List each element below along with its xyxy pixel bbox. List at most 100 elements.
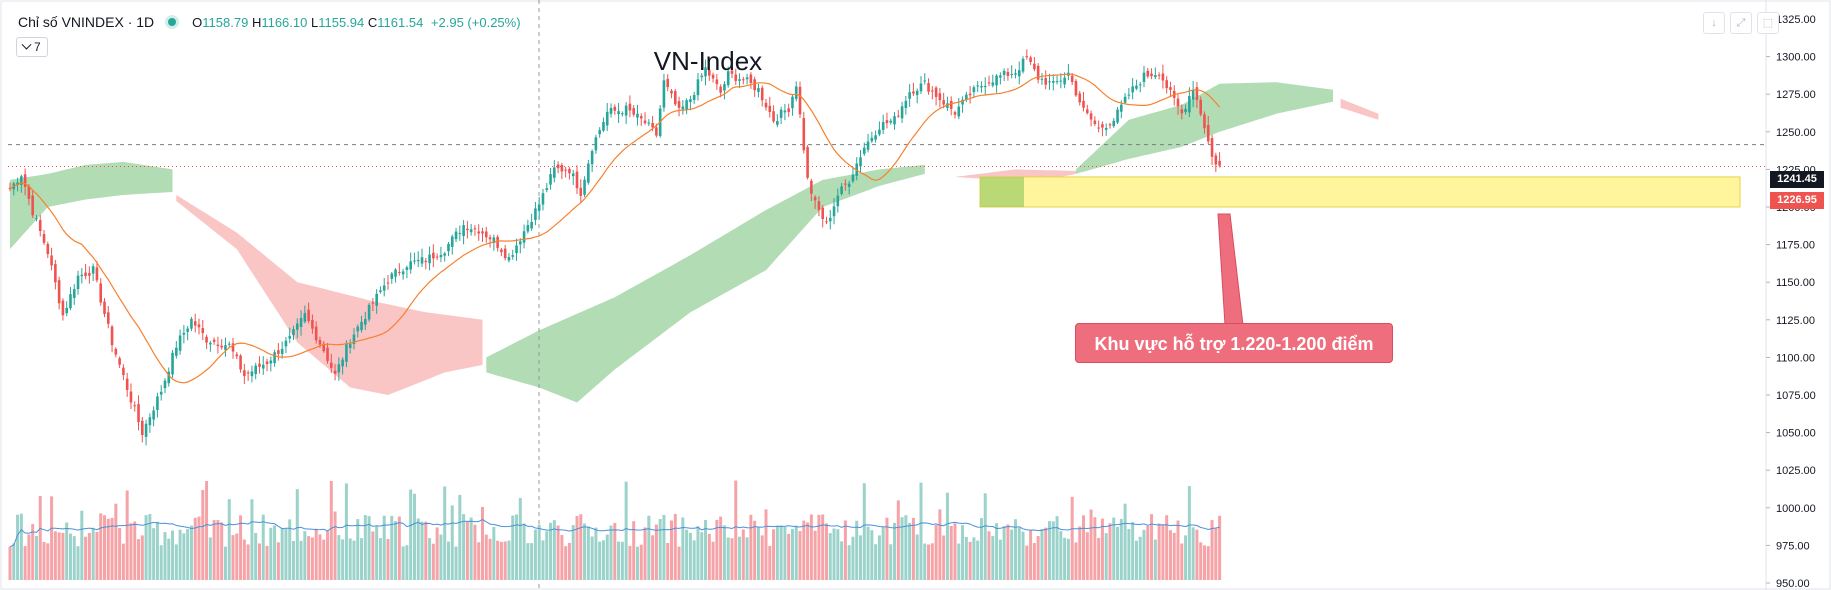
candle-body — [643, 120, 647, 124]
volume-bar — [118, 527, 122, 580]
volume-bar — [8, 546, 12, 580]
candle-body — [401, 271, 405, 275]
candle-body — [802, 118, 806, 151]
volume-bar — [435, 527, 439, 580]
volume-bar — [930, 543, 934, 580]
fullscreen-icon[interactable]: ⤢ — [1730, 12, 1752, 34]
candles — [8, 49, 1221, 446]
y-tick-label: 1250.00 — [1776, 127, 1816, 139]
volume-bar — [1214, 528, 1218, 580]
volume-bar — [95, 531, 99, 580]
candle-body — [473, 228, 477, 230]
volume-bar — [790, 528, 794, 580]
volume-bar — [397, 516, 401, 580]
volume-bar — [481, 506, 484, 580]
candle-body — [1063, 77, 1066, 85]
cloud-green-band — [486, 164, 925, 403]
candle-body — [80, 274, 84, 277]
volume-bar — [344, 483, 348, 580]
candle-body — [1044, 78, 1048, 85]
candle-body — [885, 120, 889, 124]
volume-bar — [590, 536, 594, 580]
volume-bar — [893, 522, 897, 580]
volume-bar — [1184, 535, 1188, 580]
volume-bar — [549, 522, 553, 580]
volume-bar — [1123, 503, 1127, 580]
volume-bar — [76, 546, 80, 580]
candle-body — [840, 186, 843, 195]
candle-body — [673, 91, 677, 105]
candle-body — [980, 85, 983, 88]
candle-body — [31, 195, 34, 216]
candle-body — [144, 423, 148, 437]
candle-body — [1101, 124, 1104, 128]
volume-bar — [719, 516, 723, 580]
candle-body — [1089, 113, 1093, 120]
close-price-badge: 1226.95 — [1770, 192, 1824, 209]
candle-body — [243, 370, 246, 377]
symbol-title[interactable]: Chỉ số VNINDEX · 1D — [18, 14, 155, 30]
volume-bar — [382, 515, 386, 580]
candle-body — [99, 283, 103, 303]
volume-bar — [874, 544, 878, 580]
candle-body — [900, 106, 904, 119]
candle-body — [209, 342, 212, 345]
volume-bar — [1017, 527, 1021, 580]
volume-ma-line — [9, 519, 1220, 548]
candle-body — [670, 90, 673, 94]
volume-bar — [235, 533, 239, 580]
candle-body — [462, 225, 465, 237]
snapshot-icon[interactable]: ⬚ — [1757, 12, 1779, 34]
volume-bar — [280, 527, 284, 580]
volume-bar — [61, 532, 65, 580]
candle-body — [156, 396, 159, 410]
indicators-toggle-button[interactable]: 7 — [16, 37, 48, 57]
download-icon[interactable]: ↓ — [1703, 12, 1725, 34]
candle-body — [152, 410, 155, 420]
close-label: C — [367, 14, 378, 30]
volume-bar — [1059, 531, 1063, 580]
candle-body — [1146, 70, 1150, 77]
volume-bar — [53, 531, 57, 580]
volume-bar — [1036, 536, 1040, 580]
volume-bar — [968, 541, 972, 580]
volume-bar — [99, 513, 103, 580]
candle-body — [1161, 73, 1165, 81]
volume-bar — [662, 514, 666, 580]
volume-bar — [386, 539, 390, 580]
volume-bar — [851, 536, 855, 580]
volume-bar — [34, 535, 38, 580]
candle-body — [968, 93, 972, 96]
candle-body — [598, 130, 601, 135]
candle-body — [813, 197, 817, 201]
candle-body — [492, 237, 496, 243]
candle-body — [295, 323, 299, 330]
candle-body — [224, 345, 227, 351]
candle-body — [828, 217, 832, 222]
volume-bar — [201, 490, 205, 580]
candle-body — [806, 147, 809, 178]
volume-bar — [877, 535, 881, 580]
candle-body — [730, 70, 734, 74]
candle-body — [662, 80, 666, 108]
volume-bar — [223, 546, 227, 580]
volume-bar — [768, 545, 772, 580]
volume-bar — [624, 481, 628, 580]
volume-bar — [257, 543, 261, 580]
volume-bar — [103, 515, 106, 580]
volume-bar — [307, 536, 311, 580]
candle-body — [88, 273, 91, 276]
cloud-red-band — [176, 195, 483, 395]
candle-body — [413, 260, 416, 262]
volume-bar — [1063, 537, 1067, 580]
volume-bar — [911, 517, 915, 580]
volume-bar — [1051, 521, 1055, 580]
volume-bar — [828, 533, 832, 580]
volume-bar — [579, 514, 583, 580]
ohlc-readout: O1158.79 H1166.10 L1155.94 C1161.54 +2.9… — [192, 15, 520, 30]
candle-body — [613, 106, 617, 111]
candle-body — [307, 309, 310, 321]
volume-bar — [779, 525, 783, 580]
volume-bar — [511, 515, 515, 580]
